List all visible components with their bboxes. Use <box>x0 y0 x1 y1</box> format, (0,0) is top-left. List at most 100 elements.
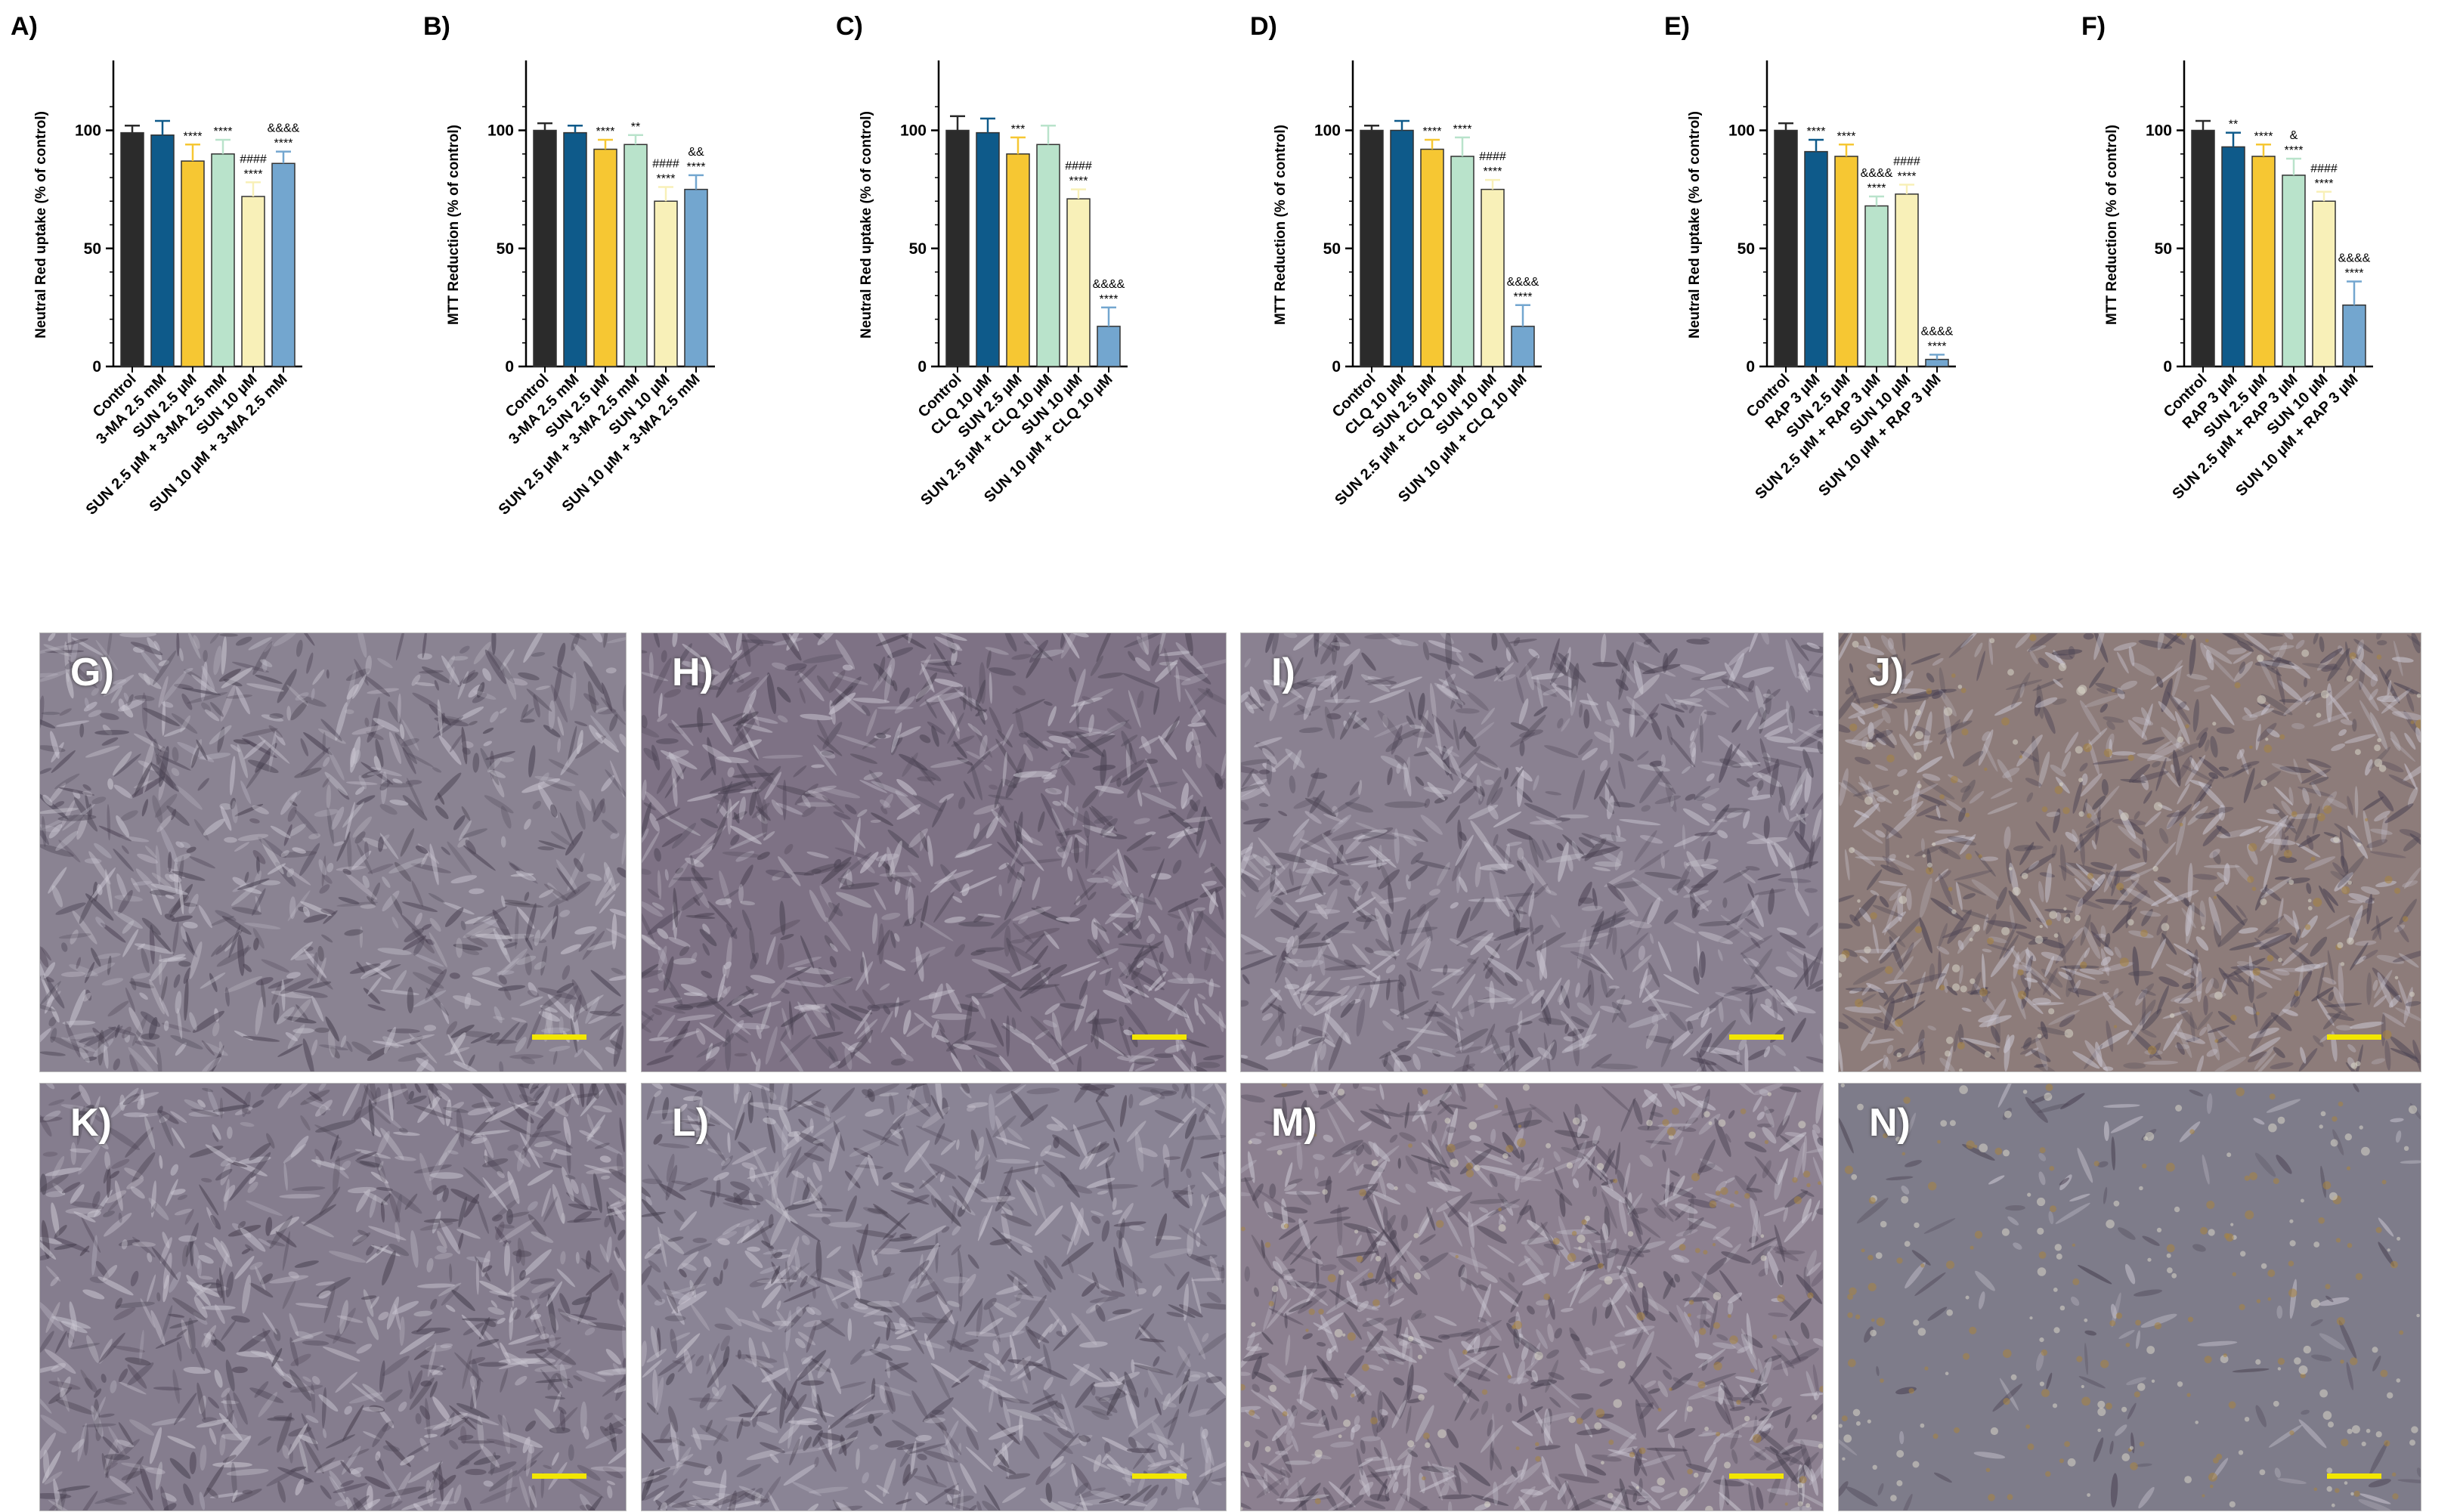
scale-bar <box>2327 1473 2381 1479</box>
bar <box>2221 146 2245 367</box>
y-tick-label: 100 <box>2146 122 2172 140</box>
cell-texture <box>40 1084 626 1510</box>
significance-label: **** <box>1069 175 1088 188</box>
y-axis-label: MTT Reduction (% of control) <box>446 125 462 325</box>
y-tick-label: 50 <box>84 240 101 258</box>
significance-label: #### <box>1065 160 1092 173</box>
bar <box>1097 326 1121 367</box>
cell-texture <box>1839 633 2421 1071</box>
bar <box>533 129 557 367</box>
panel-label: B) <box>423 12 450 41</box>
y-tick-label: 100 <box>1314 122 1341 140</box>
y-tick-label: 0 <box>1332 358 1341 376</box>
significance-label: **** <box>657 173 676 186</box>
cell-texture <box>1241 633 1823 1071</box>
micrograph-panel: J) <box>1838 632 2421 1072</box>
bar <box>624 144 648 367</box>
y-tick-label: 100 <box>487 122 514 140</box>
bar <box>120 131 144 367</box>
significance-label: #### <box>652 158 679 171</box>
significance-label: **** <box>1514 291 1533 304</box>
significance-label: & <box>2290 129 2298 142</box>
y-tick-label: 100 <box>900 122 927 140</box>
micrograph-panel: G) <box>39 632 627 1072</box>
bar <box>150 135 175 367</box>
significance-label: **** <box>687 161 706 174</box>
bar <box>1036 144 1060 367</box>
y-axis-label: MTT Reduction (% of control) <box>1273 125 1289 325</box>
significance-label: **** <box>1837 130 1856 143</box>
bar <box>1804 150 1828 367</box>
significance-label: **** <box>1928 340 1947 353</box>
significance-label: #### <box>2310 162 2338 175</box>
bar <box>241 196 265 367</box>
y-tick-label: 0 <box>1746 358 1755 376</box>
bar <box>1450 156 1474 367</box>
scale-bar <box>1132 1034 1187 1040</box>
bar <box>1864 205 1889 367</box>
significance-label: ** <box>2229 119 2238 131</box>
micrograph-panel: N) <box>1838 1083 2421 1511</box>
bar <box>1925 358 1949 367</box>
significance-label: &&&& <box>1093 278 1125 291</box>
significance-label: **** <box>596 125 615 138</box>
y-axis-label: Neutral Red uptake (% of control) <box>33 111 49 339</box>
y-tick-label: 50 <box>909 240 927 258</box>
y-tick-label: 0 <box>505 358 514 376</box>
bar <box>2251 156 2276 367</box>
y-tick-label: 50 <box>1323 240 1341 258</box>
significance-label: **** <box>1898 170 1917 183</box>
micrograph-label: H) <box>672 651 713 694</box>
scale-bar <box>1729 1473 1784 1479</box>
significance-label: &&&& <box>268 122 300 135</box>
significance-label: **** <box>1867 182 1886 195</box>
cell-texture <box>1241 1084 1823 1510</box>
chart-panel-3: D)MTT Reduction (% of control)050100Cont… <box>1250 12 1542 509</box>
significance-label: &&&& <box>1861 167 1893 180</box>
bar <box>211 153 235 367</box>
micrograph-panel: I) <box>1240 632 1824 1072</box>
bar <box>2342 305 2366 367</box>
cell-texture <box>40 633 626 1071</box>
chart-panel-4: E) Neutral Red uptake (% of control) 0 50 10… <box>1664 12 1956 502</box>
chart-panel-0: A) Neutral Red uptake (% of control) 0 50 10… <box>11 12 302 518</box>
significance-label: ** <box>631 121 640 134</box>
cell-texture <box>642 1084 1226 1510</box>
significance-label: &&&& <box>1921 325 1954 338</box>
bar <box>1390 129 1414 367</box>
significance-label: **** <box>274 138 293 150</box>
bar-charts: A) Neutral Red uptake (% of control) 0 50 10… <box>11 12 2373 518</box>
significance-label: &&&& <box>2338 252 2371 265</box>
micrograph-panel: L) <box>641 1083 1227 1511</box>
scale-bar <box>1132 1473 1187 1479</box>
panel-label: C) <box>836 12 863 41</box>
panel-label: E) <box>1664 12 1690 41</box>
y-tick-label: 50 <box>497 240 514 258</box>
y-tick-label: 0 <box>2163 358 2172 376</box>
bar <box>976 131 1000 367</box>
chart-panel-5: F)MTT Reduction (% of control)050100Cont… <box>2081 12 2373 502</box>
y-axis-label: Neutral Red uptake (% of control) <box>1687 111 1703 339</box>
y-tick-label: 100 <box>75 122 101 140</box>
micrograph-panel: K) <box>39 1083 627 1511</box>
cell-texture <box>1839 1084 2421 1510</box>
bar <box>1895 193 1919 367</box>
bar <box>1481 188 1505 367</box>
significance-label: **** <box>2345 267 2364 280</box>
significance-label: **** <box>1807 125 1826 138</box>
micrograph-label: K) <box>70 1101 112 1145</box>
micrograph-label: I) <box>1271 651 1295 694</box>
significance-label: &&&& <box>1507 276 1539 289</box>
significance-label: && <box>688 146 704 159</box>
significance-label: #### <box>1479 150 1506 163</box>
micrograph-label: M) <box>1271 1101 1317 1145</box>
y-tick-label: 50 <box>1737 240 1755 258</box>
micrograph-label: L) <box>672 1101 710 1145</box>
chart-panel-2: C) Neutral Red uptake (% of control) 0 50 10… <box>836 12 1128 509</box>
significance-label: **** <box>2315 178 2334 190</box>
significance-label: **** <box>2285 144 2304 157</box>
bar <box>563 131 587 367</box>
micrograph-panel: M) <box>1240 1083 1824 1511</box>
significance-label: **** <box>184 130 203 143</box>
significance-label: #### <box>240 153 267 165</box>
